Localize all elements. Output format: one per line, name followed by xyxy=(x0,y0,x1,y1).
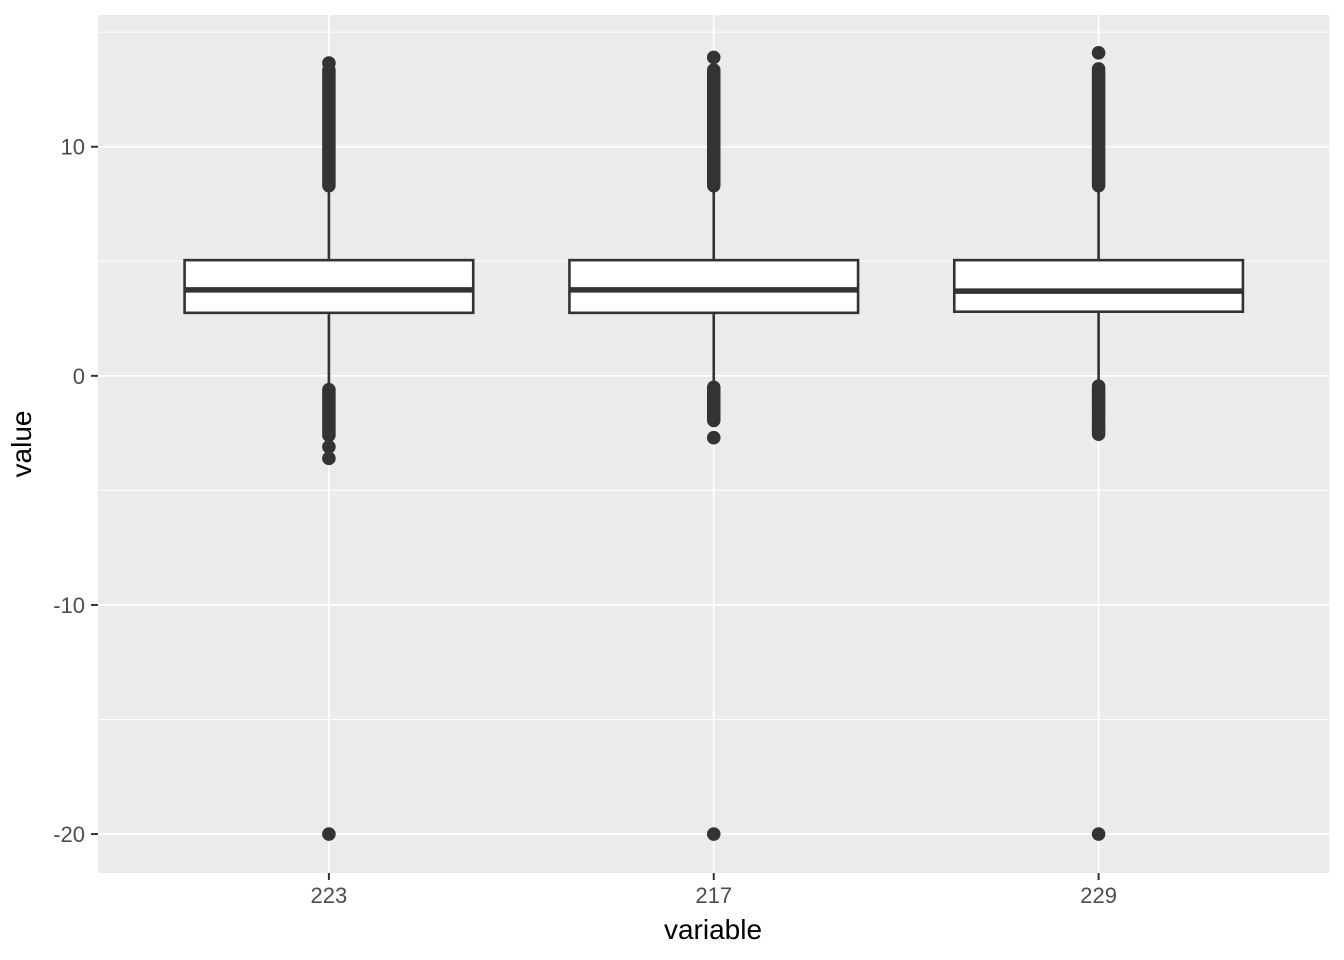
box-rect xyxy=(568,258,860,315)
outlier-dot xyxy=(322,451,336,466)
outlier-dot xyxy=(322,56,336,70)
outlier-dot xyxy=(706,430,721,445)
x-axis-title: variable xyxy=(664,914,762,945)
box-rect xyxy=(952,258,1245,313)
x-tick-label: 229 xyxy=(1080,883,1117,908)
x-tick-label: 223 xyxy=(311,883,348,908)
x-tick-label: 217 xyxy=(695,883,732,908)
y-tick-label: -20 xyxy=(53,822,85,847)
outlier-dot xyxy=(322,440,336,454)
outlier-dot xyxy=(706,827,721,841)
y-tick-label: -10 xyxy=(53,593,85,618)
y-axis-title: value xyxy=(6,411,37,478)
y-tick-label: 10 xyxy=(61,135,85,160)
outlier-dot xyxy=(322,827,336,841)
box-rect xyxy=(183,258,475,315)
y-tick-label: 0 xyxy=(73,364,85,389)
chart-content: 10 0 -10 -20 223 217 229 xyxy=(53,15,1330,908)
outlier-dot xyxy=(1091,827,1106,841)
outlier-dot xyxy=(706,50,721,65)
outlier-dot xyxy=(1091,46,1106,60)
